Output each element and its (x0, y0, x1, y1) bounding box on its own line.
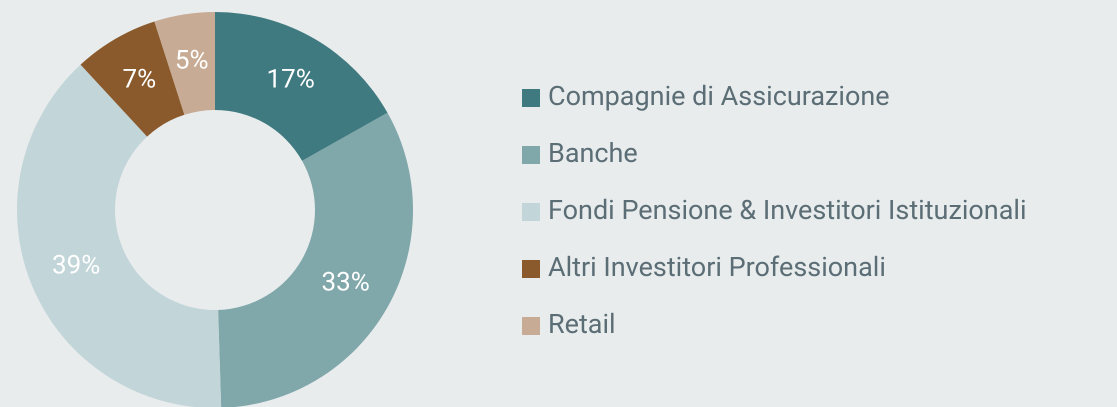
slice-label: 33% (322, 268, 370, 298)
slice-label: 7% (122, 64, 156, 94)
legend-label: Banche (548, 137, 638, 169)
legend-swatch (522, 317, 540, 335)
legend-label: Compagnie di Assicurazione (548, 80, 890, 112)
slice (215, 12, 388, 161)
slice-label: 17% (267, 64, 315, 94)
slice (154, 12, 215, 115)
slice-label: 39% (52, 251, 100, 281)
slice (17, 64, 222, 407)
legend-swatch (522, 203, 540, 221)
legend-label: Fondi Pensione & Investitori Istituziona… (548, 194, 1027, 226)
legend-label: Retail (548, 308, 616, 340)
slice (218, 112, 413, 407)
legend-swatch (522, 89, 540, 107)
slice (80, 21, 185, 137)
legend-label: Altri Investitori Professionali (548, 251, 886, 283)
slice-label: 5% (175, 46, 209, 76)
legend-swatch (522, 146, 540, 164)
legend-swatch (522, 260, 540, 278)
